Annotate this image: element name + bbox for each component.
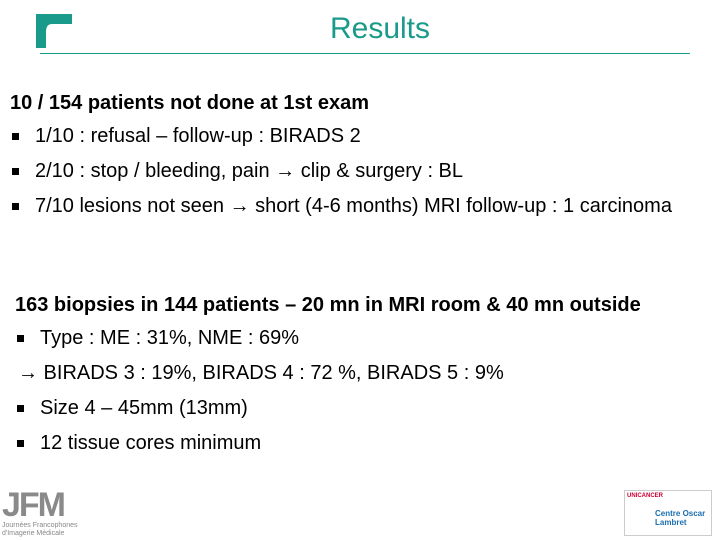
section: 10 / 154 patients not done at 1st exam 1/…	[10, 89, 680, 227]
title-rule	[40, 53, 690, 54]
list-item: 2/10 : stop / bleeding, pain → clip & su…	[10, 157, 680, 185]
logo-name: Centre Oscar Lambret	[655, 509, 706, 527]
bullet	[12, 203, 19, 210]
bullet	[17, 405, 24, 412]
bullet	[12, 168, 19, 175]
corner-logo	[36, 14, 72, 48]
item-text: 1/10 : refusal – follow-up : BIRADS 2	[35, 125, 361, 147]
list-item: 12 tissue cores minimum	[15, 429, 695, 457]
item-text: 7/10 lesions not seen → short (4-6 month…	[35, 195, 672, 217]
item-text: 2/10 : stop / bleeding, pain → clip & su…	[35, 160, 464, 182]
list-item: 7/10 lesions not seen → short (4-6 month…	[10, 192, 680, 220]
item-text: 12 tissue cores minimum	[40, 432, 262, 454]
list-item: 1/10 : refusal – follow-up : BIRADS 2	[10, 122, 680, 150]
logo-brand: UNICANCER	[627, 493, 663, 499]
item-text: → BIRADS 3 : 19%, BIRADS 4 : 72 %, BIRAD…	[18, 362, 504, 384]
section-heading: 163 biopsies in 144 patients – 20 mn in …	[15, 294, 641, 316]
bullet	[12, 133, 19, 140]
list-item: Type : ME : 31%, NME : 69%	[15, 324, 695, 352]
logo-caption: Journées Francophones d'Imagerie Médical…	[2, 522, 78, 537]
section-heading: 10 / 154 patients not done at 1st exam	[10, 92, 370, 114]
col-logo: UNICANCER Centre Oscar Lambret	[624, 490, 712, 536]
logo-mark: JFM	[2, 486, 66, 524]
jfm-logo: JFM Journées Francophones d'Imagerie Méd…	[2, 488, 82, 538]
list-item: → BIRADS 3 : 19%, BIRADS 4 : 72 %, BIRAD…	[15, 359, 695, 387]
list-item: Size 4 – 45mm (13mm)	[15, 394, 695, 422]
item-text: Size 4 – 45mm (13mm)	[40, 397, 248, 419]
item-text: Type : ME : 31%, NME : 69%	[40, 327, 299, 349]
bullet	[17, 335, 24, 342]
slide-title: Results	[329, 12, 431, 45]
section: 163 biopsies in 144 patients – 20 mn in …	[15, 291, 695, 464]
bullet	[17, 440, 24, 447]
